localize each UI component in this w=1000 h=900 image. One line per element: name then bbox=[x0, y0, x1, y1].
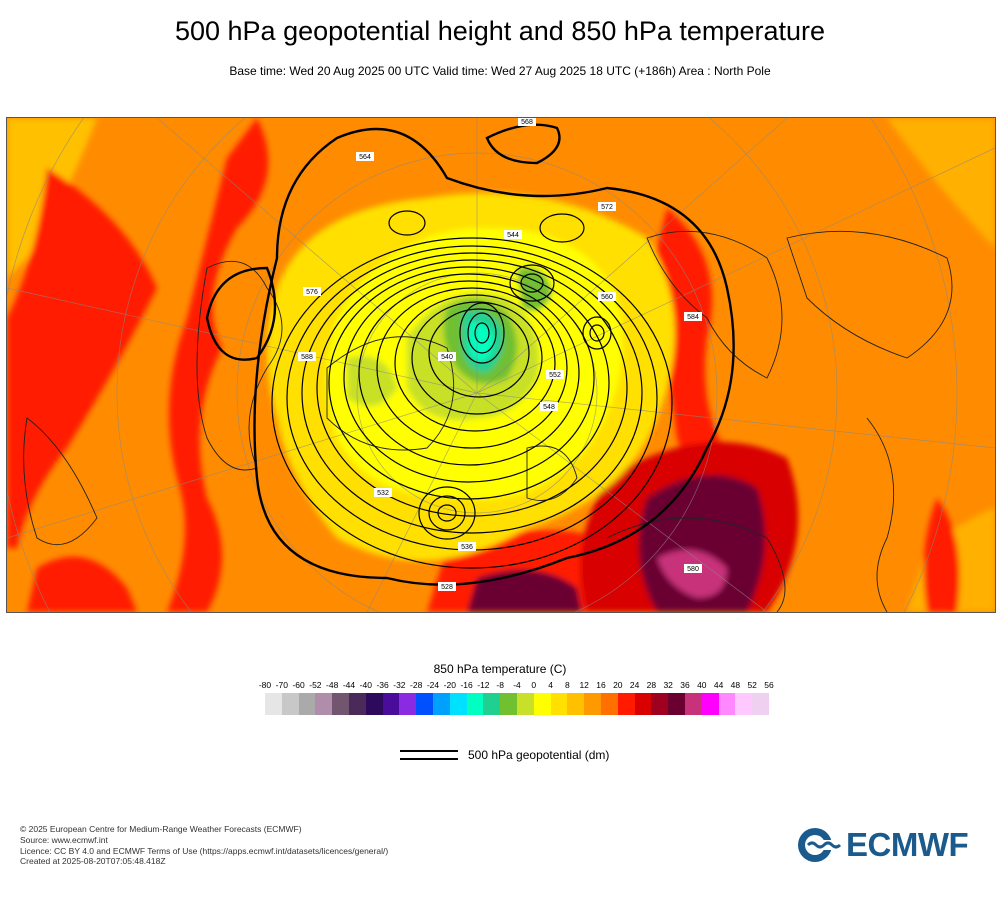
colorbar-swatch bbox=[533, 693, 551, 715]
colorbar-swatch bbox=[416, 693, 433, 715]
colorbar-swatch bbox=[315, 693, 333, 715]
source-line: Source: www.ecmwf.int bbox=[20, 834, 108, 845]
colorbar-tick-label: 44 bbox=[713, 680, 724, 690]
colorbar-tick-label: -20 bbox=[443, 680, 456, 690]
colorbar-swatch bbox=[399, 693, 417, 715]
colorbar-swatch bbox=[701, 693, 719, 715]
colorbar bbox=[265, 693, 769, 715]
colorbar-tick-label: 16 bbox=[596, 680, 606, 690]
colorbar-swatch bbox=[500, 693, 517, 715]
colorbar-tick-label: 48 bbox=[730, 680, 741, 690]
colorbar-tick-label: -60 bbox=[292, 680, 305, 690]
colorbar-swatch bbox=[600, 693, 618, 715]
ecmwf-logo-icon bbox=[798, 828, 844, 862]
legend-label: 500 hPa geopotential (dm) bbox=[468, 748, 610, 762]
colorbar-tick-label: -80 bbox=[258, 680, 272, 690]
colorbar-tick-label: -40 bbox=[359, 680, 372, 690]
colorbar-swatch bbox=[718, 693, 736, 715]
colorbar-tick-label: -24 bbox=[426, 680, 440, 690]
colorbar-tick-label: 28 bbox=[646, 680, 657, 690]
colorbar-swatch bbox=[584, 693, 601, 715]
contour-label: 536 bbox=[461, 544, 473, 551]
footer-credits: © 2025 European Centre for Medium-Range … bbox=[20, 824, 388, 867]
colorbar-tick-label: 8 bbox=[565, 680, 570, 690]
colorbar-swatch bbox=[281, 693, 299, 715]
contour-label: 572 bbox=[601, 204, 613, 211]
north-pole-map: 564 568 572 576 584 588 560 552 548 544 … bbox=[6, 117, 996, 613]
contour-label: 564 bbox=[359, 154, 371, 161]
colorbar-swatch bbox=[550, 693, 568, 715]
colorbar-tick-labels: -80 -70 -60 -52 -48 -44 -40 -36 -32 -28 -24 -20 -16-… bbox=[242, 680, 774, 692]
colorbar-swatch bbox=[483, 693, 501, 715]
colorbar-swatch bbox=[382, 693, 400, 715]
colorbar-swatch bbox=[516, 693, 534, 715]
colorbar-swatch bbox=[348, 693, 366, 715]
colorbar-title: 850 hPa temperature (C) bbox=[433, 662, 567, 676]
colorbar-tick-label: 56 bbox=[764, 680, 774, 690]
colorbar-swatch bbox=[466, 693, 484, 715]
ecmwf-logo: ECMWF bbox=[796, 826, 986, 864]
colorbar-swatch bbox=[684, 693, 702, 715]
colorbar-swatch bbox=[449, 693, 467, 715]
colorbar-tick-label: -36 bbox=[376, 680, 389, 690]
contour-label: 552 bbox=[549, 372, 561, 379]
chart-subtitle: Base time: Wed 20 Aug 2025 00 UTC Valid … bbox=[229, 64, 771, 78]
contour-label: 588 bbox=[301, 354, 313, 361]
chart-title: 500 hPa geopotential height and 850 hPa … bbox=[174, 16, 825, 46]
contour-label: 584 bbox=[687, 314, 699, 321]
created-line: Created at 2025-08-20T07:05:48.418Z bbox=[20, 856, 166, 867]
colorbar-tick-label: -48 bbox=[326, 680, 339, 690]
contour-label: 560 bbox=[601, 294, 613, 301]
colorbar-swatch bbox=[617, 693, 635, 715]
colorbar-tick-label: 24 bbox=[629, 680, 640, 690]
colorbar-tick-label: -70 bbox=[275, 680, 288, 690]
colorbar-swatch bbox=[651, 693, 669, 715]
contour-label: 540 bbox=[441, 354, 453, 361]
colorbar-tick-label: 36 bbox=[680, 680, 690, 690]
colorbar-swatch bbox=[735, 693, 753, 715]
colorbar-swatch bbox=[265, 693, 282, 715]
colorbar-tick-label: 12 bbox=[579, 680, 589, 690]
colorbar-swatch bbox=[432, 693, 450, 715]
copyright-line: © 2025 European Centre for Medium-Range … bbox=[20, 824, 302, 834]
contour-label: 528 bbox=[441, 584, 453, 591]
colorbar-swatch bbox=[668, 693, 685, 715]
contour-line-sample bbox=[400, 750, 458, 752]
colorbar-swatch bbox=[752, 693, 769, 715]
contour-line-sample bbox=[400, 758, 458, 760]
colorbar-swatch bbox=[298, 693, 316, 715]
contour-label: 568 bbox=[521, 119, 533, 126]
contour-label: 532 bbox=[377, 490, 389, 497]
colorbar-swatch bbox=[365, 693, 383, 715]
licence-line: Licence: CC BY 4.0 and ECMWF Terms of Us… bbox=[20, 845, 389, 856]
colorbar-tick-label: -32 bbox=[393, 680, 406, 690]
colorbar-tick-label: -16 bbox=[460, 680, 473, 690]
contour-label: 580 bbox=[687, 566, 699, 573]
colorbar-tick-label: -28 bbox=[410, 680, 423, 690]
contour-label: 544 bbox=[507, 232, 519, 239]
colorbar-swatch bbox=[567, 693, 585, 715]
colorbar-tick-label: -8 bbox=[496, 680, 504, 690]
colorbar-swatch bbox=[332, 693, 349, 715]
colorbar-tick-label: -44 bbox=[342, 680, 356, 690]
colorbar-swatch bbox=[634, 693, 652, 715]
colorbar-tick-label: -12 bbox=[477, 680, 490, 690]
colorbar-tick-label: 4 bbox=[548, 680, 553, 690]
colorbar-tick-label: 52 bbox=[747, 680, 757, 690]
colorbar-tick-label: 20 bbox=[613, 680, 623, 690]
ecmwf-logo-text: ECMWF bbox=[846, 826, 969, 863]
colorbar-tick-label: 32 bbox=[663, 680, 673, 690]
contour-label: 548 bbox=[543, 404, 555, 411]
colorbar-tick-label: -4 bbox=[513, 680, 521, 690]
colorbar-tick-label: -52 bbox=[309, 680, 322, 690]
colorbar-tick-label: 0 bbox=[531, 680, 537, 690]
contour-label: 576 bbox=[306, 289, 318, 296]
colorbar-tick-label: 40 bbox=[697, 680, 707, 690]
